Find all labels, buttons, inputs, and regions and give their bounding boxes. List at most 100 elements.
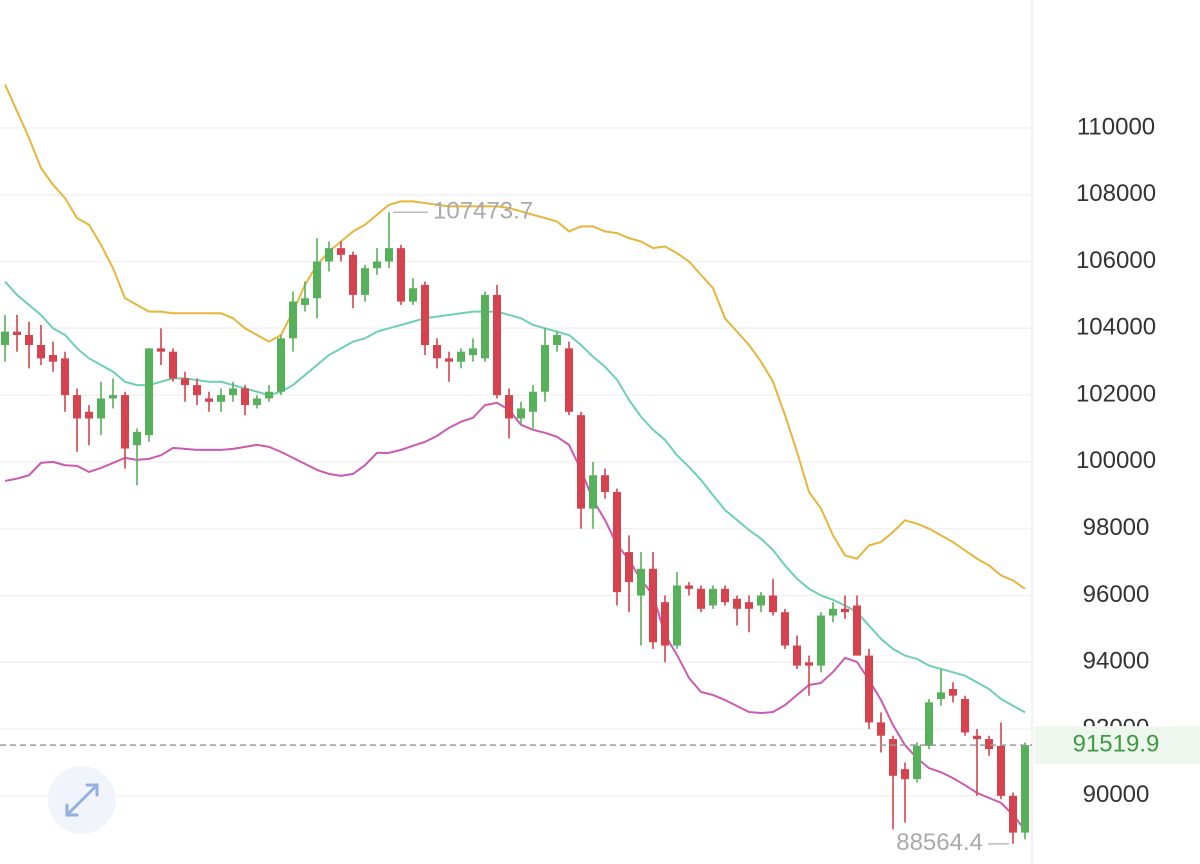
- candle-body: [925, 702, 933, 746]
- candle-body: [481, 294, 489, 359]
- candle-body: [781, 612, 789, 646]
- candle-body: [673, 585, 681, 646]
- candle-body: [697, 588, 705, 609]
- min-label: 88564.4: [896, 829, 983, 856]
- candle-body: [409, 288, 417, 302]
- candle-body: [661, 602, 669, 646]
- candle-body: [517, 408, 525, 419]
- candle-body: [601, 475, 609, 492]
- candle-body: [229, 388, 237, 396]
- candle-body: [637, 568, 645, 596]
- candle-body: [985, 739, 993, 750]
- candle-body: [181, 378, 189, 386]
- candle-body: [1, 331, 9, 345]
- candle-body: [589, 475, 597, 509]
- y-tick-label: 104000: [1076, 314, 1156, 341]
- candle-body: [145, 348, 153, 436]
- candle-body: [733, 598, 741, 609]
- candle-body: [61, 358, 69, 396]
- current-price-box: [1034, 726, 1200, 765]
- candle-body: [217, 395, 225, 402]
- y-tick-label: 90000: [1083, 781, 1150, 808]
- candle-body: [85, 411, 93, 419]
- candle-body: [793, 645, 801, 666]
- y-tick-label: 108000: [1076, 180, 1156, 207]
- candle-body: [805, 662, 813, 666]
- expand-icon[interactable]: [65, 783, 99, 817]
- candle-body: [241, 388, 249, 406]
- y-tick-label: 106000: [1076, 247, 1156, 274]
- y-tick-label: 102000: [1076, 380, 1156, 407]
- candle-body: [577, 415, 585, 509]
- candle-body: [493, 294, 501, 396]
- candle-body: [265, 391, 273, 399]
- candle-body: [193, 385, 201, 396]
- candle-body: [829, 608, 837, 616]
- candle-body: [613, 491, 621, 593]
- band-line: [4, 401, 1026, 831]
- candle-body: [961, 699, 969, 733]
- y-tick-label: 94000: [1083, 648, 1150, 675]
- band-line: [4, 280, 1026, 714]
- candle-body: [457, 351, 465, 362]
- candles: [1, 212, 1029, 844]
- candle-body: [169, 351, 177, 379]
- candle-body: [997, 745, 1005, 796]
- candle-body: [433, 344, 441, 359]
- candle-body: [505, 395, 513, 419]
- candle-body: [73, 395, 81, 419]
- candle-body: [337, 248, 345, 255]
- candle-body: [313, 261, 321, 299]
- candle-body: [721, 588, 729, 603]
- candle-body: [349, 254, 357, 295]
- candle-body: [205, 398, 213, 402]
- candle-body: [109, 395, 117, 399]
- candle-body: [25, 334, 33, 345]
- current-price-label: 91519.9: [1073, 730, 1160, 757]
- candle-body: [565, 348, 573, 412]
- candle-body: [913, 745, 921, 780]
- candle-body: [469, 348, 477, 356]
- candle-body: [121, 395, 129, 449]
- candle-body: [625, 552, 633, 583]
- candle-body: [301, 298, 309, 305]
- candle-body: [373, 261, 381, 269]
- y-tick-label: 100000: [1076, 447, 1156, 474]
- candle-body: [1009, 795, 1017, 833]
- candle-body: [937, 692, 945, 700]
- candle-body: [277, 338, 285, 392]
- candle-body: [1021, 745, 1029, 833]
- overlay: 107473.7 88564.4 91519.9: [0, 198, 1200, 856]
- candle-body: [13, 331, 21, 335]
- candle-body: [133, 431, 141, 446]
- candle-body: [325, 248, 333, 262]
- y-tick-label: 110000: [1077, 113, 1155, 140]
- candle-body: [973, 735, 981, 740]
- candle-body: [757, 595, 765, 606]
- candle-body: [889, 739, 897, 776]
- candle-body: [541, 344, 549, 392]
- candle-body: [865, 655, 873, 723]
- candle-body: [289, 301, 297, 339]
- candle-body: [529, 391, 537, 412]
- candle-body: [709, 588, 717, 606]
- candle-body: [253, 398, 261, 406]
- grid: 9000092000940009600098000100000102000104…: [0, 113, 1156, 808]
- candle-body: [421, 284, 429, 345]
- max-label: 107473.7: [433, 198, 533, 225]
- candle-body: [685, 585, 693, 589]
- candle-body: [49, 355, 57, 362]
- candle-body: [853, 605, 861, 656]
- candle-body: [841, 608, 849, 613]
- y-tick-label: 98000: [1083, 514, 1150, 541]
- band-line: [4, 84, 1026, 590]
- candle-body: [745, 602, 753, 609]
- candle-body: [877, 722, 885, 736]
- candle-body: [649, 568, 657, 643]
- candle-body: [97, 398, 105, 419]
- candle-body: [397, 248, 405, 302]
- candle-body: [769, 595, 777, 613]
- candle-body: [157, 348, 165, 352]
- expand-button[interactable]: [48, 766, 116, 834]
